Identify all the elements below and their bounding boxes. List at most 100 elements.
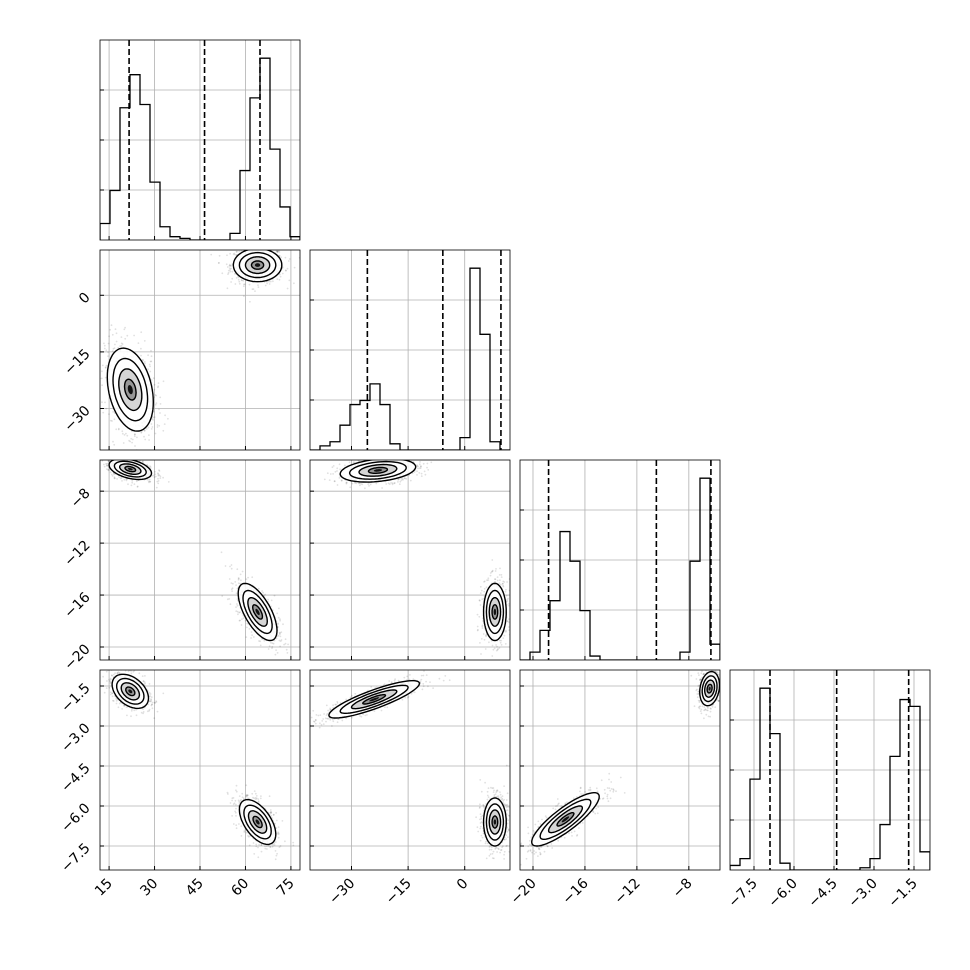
scatter-point bbox=[257, 798, 260, 800]
scatter-point bbox=[420, 475, 423, 477]
scatter-point bbox=[156, 424, 159, 426]
scatter-point bbox=[143, 435, 145, 438]
scatter-point bbox=[488, 641, 490, 644]
scatter-point bbox=[481, 627, 484, 629]
scatter-point bbox=[271, 647, 273, 649]
scatter-point bbox=[105, 452, 107, 454]
scatter-point bbox=[387, 482, 390, 485]
scatter-point bbox=[251, 792, 254, 795]
scatter-point bbox=[232, 803, 235, 806]
scatter-point bbox=[276, 278, 279, 280]
scatter-point bbox=[104, 367, 107, 369]
scatter-point bbox=[414, 455, 416, 457]
scatter-point bbox=[274, 858, 277, 861]
scatter-point bbox=[241, 570, 244, 573]
scatter-point bbox=[115, 428, 118, 431]
scatter-point bbox=[97, 370, 99, 372]
scatter-point bbox=[229, 269, 232, 271]
scatter-point bbox=[229, 264, 232, 267]
scatter-point bbox=[506, 581, 508, 583]
scatter-point bbox=[149, 480, 151, 483]
scatter-point bbox=[101, 364, 104, 367]
scatter-point bbox=[243, 283, 246, 286]
scatter-point bbox=[107, 469, 110, 472]
scatter-point bbox=[150, 379, 153, 381]
scatter-point bbox=[158, 474, 161, 477]
scatter-point bbox=[157, 385, 160, 388]
scatter-point bbox=[117, 456, 119, 458]
scatter-point bbox=[226, 254, 228, 257]
scatter-point bbox=[403, 477, 406, 479]
scatter-point bbox=[420, 472, 423, 475]
scatter-point bbox=[493, 647, 496, 650]
scatter-point bbox=[503, 581, 506, 583]
scatter-point bbox=[113, 418, 116, 421]
scatter-point bbox=[236, 587, 239, 590]
scatter-point bbox=[270, 812, 272, 815]
scatter-point bbox=[237, 278, 240, 281]
scatter-point bbox=[352, 461, 355, 464]
scatter-point bbox=[234, 283, 237, 285]
scatter-point bbox=[287, 666, 289, 668]
scatter-point bbox=[416, 464, 418, 467]
scatter-point bbox=[495, 644, 497, 646]
scatter-point bbox=[333, 480, 336, 483]
scatter-point bbox=[263, 639, 266, 642]
scatter-point bbox=[116, 478, 118, 480]
scatter-point bbox=[257, 846, 259, 849]
scatter-point bbox=[276, 635, 279, 637]
scatter-point bbox=[254, 792, 257, 795]
scatter-point bbox=[245, 244, 247, 246]
scatter-point bbox=[279, 632, 281, 635]
scatter-point bbox=[271, 645, 274, 648]
scatter-point bbox=[499, 583, 502, 586]
scatter-point bbox=[500, 644, 503, 646]
panel-frame bbox=[309, 249, 511, 451]
scatter-point bbox=[230, 567, 233, 570]
scatter-point bbox=[251, 245, 253, 247]
scatter-point bbox=[346, 455, 348, 457]
scatter-point bbox=[278, 273, 281, 276]
scatter-point bbox=[250, 631, 253, 633]
scatter-point bbox=[272, 843, 274, 846]
density-peak bbox=[493, 608, 497, 616]
scatter-point bbox=[496, 648, 499, 651]
scatter-point bbox=[148, 439, 150, 441]
scatter-point bbox=[117, 457, 119, 459]
scatter-point bbox=[237, 804, 240, 807]
scatter-point bbox=[141, 359, 144, 361]
scatter-point bbox=[124, 326, 126, 329]
scatter-point bbox=[149, 365, 151, 368]
scatter-point bbox=[121, 432, 124, 435]
scatter-point bbox=[113, 476, 116, 478]
scatter-point bbox=[154, 473, 157, 476]
scatter-point bbox=[247, 576, 250, 579]
scatter-point bbox=[398, 456, 400, 458]
scatter-point bbox=[236, 603, 238, 605]
scatter-point bbox=[267, 845, 270, 847]
scatter-point bbox=[122, 455, 124, 457]
scatter-point bbox=[423, 470, 426, 473]
scatter-point bbox=[235, 584, 238, 586]
scatter-point bbox=[278, 251, 281, 253]
scatter-point bbox=[275, 637, 278, 640]
scatter-point bbox=[416, 470, 418, 473]
scatter-point bbox=[496, 579, 499, 582]
scatter-point bbox=[235, 250, 238, 253]
scatter-point bbox=[147, 354, 149, 357]
panel-frame bbox=[519, 459, 721, 661]
panel-content bbox=[100, 452, 300, 668]
panel-frame bbox=[309, 459, 511, 661]
scatter-point bbox=[238, 282, 241, 285]
scatter-point bbox=[124, 454, 126, 456]
scatter-point bbox=[276, 832, 279, 835]
scatter-point bbox=[278, 631, 281, 634]
scatter-point bbox=[504, 643, 507, 645]
scatter-point bbox=[252, 636, 255, 638]
scatter-point bbox=[107, 460, 110, 463]
scatter-point bbox=[505, 588, 507, 591]
scatter-point bbox=[345, 482, 348, 485]
scatter-point bbox=[353, 461, 356, 464]
scatter-point bbox=[117, 428, 120, 431]
scatter-point bbox=[226, 287, 229, 290]
